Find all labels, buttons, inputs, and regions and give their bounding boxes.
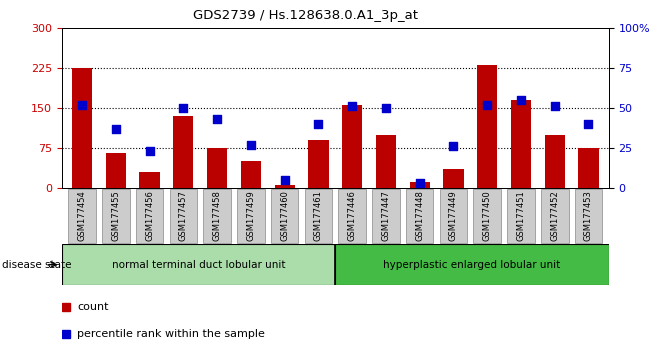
Bar <box>473 189 501 243</box>
Bar <box>477 65 497 188</box>
Text: GSM177456: GSM177456 <box>145 190 154 241</box>
Text: GSM177452: GSM177452 <box>550 190 559 241</box>
Point <box>583 121 594 127</box>
Bar <box>309 140 329 188</box>
Bar <box>578 148 598 188</box>
Bar <box>203 189 231 243</box>
Text: GSM177459: GSM177459 <box>246 190 255 241</box>
Point <box>313 121 324 127</box>
Text: percentile rank within the sample: percentile rank within the sample <box>77 329 265 339</box>
Point <box>245 142 256 147</box>
Text: hyperplastic enlarged lobular unit: hyperplastic enlarged lobular unit <box>383 259 561 270</box>
Point <box>516 97 526 103</box>
Point <box>381 105 391 111</box>
Text: disease state: disease state <box>2 259 72 270</box>
Bar <box>575 189 602 243</box>
Bar <box>339 189 366 243</box>
Bar <box>62 244 335 285</box>
Text: GSM177458: GSM177458 <box>213 190 221 241</box>
Point <box>279 177 290 183</box>
Point <box>212 116 223 122</box>
Bar <box>376 135 396 188</box>
Bar <box>409 182 430 188</box>
Text: GSM177455: GSM177455 <box>111 190 120 241</box>
Text: GSM177446: GSM177446 <box>348 190 357 241</box>
Bar <box>511 100 531 188</box>
Point <box>178 105 189 111</box>
Text: GDS2739 / Hs.128638.0.A1_3p_at: GDS2739 / Hs.128638.0.A1_3p_at <box>193 9 419 22</box>
Text: GSM177450: GSM177450 <box>482 190 492 241</box>
Bar <box>342 105 362 188</box>
Bar <box>136 189 163 243</box>
Bar <box>541 189 568 243</box>
Bar <box>305 189 332 243</box>
Bar <box>207 148 227 188</box>
Text: normal terminal duct lobular unit: normal terminal duct lobular unit <box>112 259 285 270</box>
Point <box>482 102 492 108</box>
Text: GSM177460: GSM177460 <box>280 190 289 241</box>
Text: GSM177447: GSM177447 <box>381 190 391 241</box>
Text: GSM177453: GSM177453 <box>584 190 593 241</box>
Point <box>77 102 87 108</box>
Point <box>549 103 560 109</box>
Point <box>415 180 425 185</box>
Text: GSM177461: GSM177461 <box>314 190 323 241</box>
Point <box>448 143 458 149</box>
Bar <box>139 172 159 188</box>
Text: GSM177449: GSM177449 <box>449 190 458 241</box>
Bar <box>335 244 609 285</box>
Text: GSM177451: GSM177451 <box>516 190 525 241</box>
Bar <box>105 153 126 188</box>
Bar <box>271 189 298 243</box>
Bar <box>439 189 467 243</box>
Bar <box>72 68 92 188</box>
Text: GSM177454: GSM177454 <box>77 190 87 241</box>
Bar <box>237 189 265 243</box>
Bar <box>275 185 295 188</box>
Bar <box>241 161 261 188</box>
Bar <box>169 189 197 243</box>
Bar <box>443 169 464 188</box>
Bar <box>173 116 193 188</box>
Bar <box>372 189 400 243</box>
Bar <box>544 135 565 188</box>
Point <box>347 103 357 109</box>
Bar <box>102 189 130 243</box>
Bar <box>507 189 534 243</box>
Text: GSM177457: GSM177457 <box>179 190 188 241</box>
Text: GSM177448: GSM177448 <box>415 190 424 241</box>
Text: count: count <box>77 302 109 312</box>
Bar <box>406 189 434 243</box>
Bar <box>68 189 96 243</box>
Point <box>111 126 121 132</box>
Point <box>145 148 155 154</box>
